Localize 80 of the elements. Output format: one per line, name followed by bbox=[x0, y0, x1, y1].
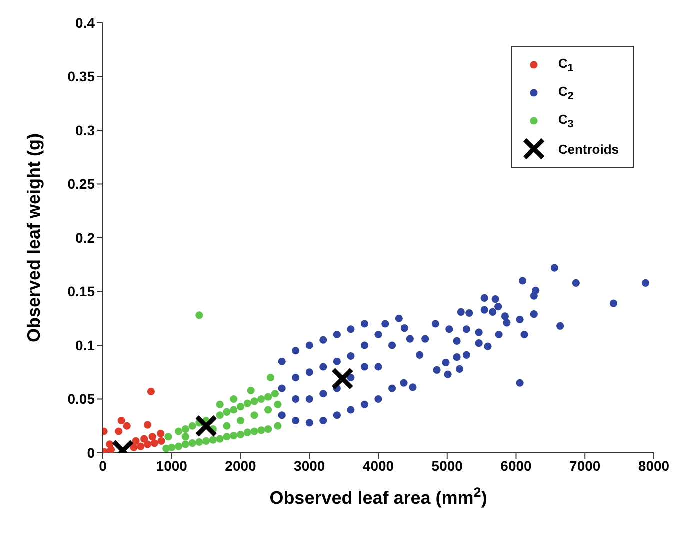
point bbox=[118, 416, 126, 425]
x-tick-label: 2000 bbox=[225, 458, 257, 474]
point bbox=[236, 430, 245, 439]
point bbox=[188, 440, 196, 448]
point bbox=[250, 412, 258, 420]
point bbox=[132, 437, 140, 445]
point bbox=[157, 430, 165, 438]
point bbox=[244, 428, 252, 436]
x-tick-label: 3000 bbox=[294, 458, 326, 474]
point bbox=[230, 406, 238, 414]
legend-label: C$_{3}$ bbox=[558, 112, 574, 130]
y-tick-label: 0.2 bbox=[76, 230, 96, 246]
point bbox=[196, 438, 204, 446]
legend-label: C$_{2}$ bbox=[558, 84, 574, 102]
x-tick-label: 0 bbox=[99, 458, 108, 474]
point bbox=[209, 436, 217, 444]
point bbox=[266, 374, 275, 382]
y-tick-label: 0.35 bbox=[68, 68, 96, 85]
point bbox=[164, 433, 172, 441]
x-tick-label: 7000 bbox=[570, 458, 601, 474]
point bbox=[236, 416, 245, 425]
point bbox=[223, 422, 231, 430]
point bbox=[174, 442, 183, 450]
point bbox=[188, 422, 196, 430]
point bbox=[144, 440, 152, 448]
point bbox=[216, 412, 224, 420]
y-tick-label: 0.1 bbox=[76, 337, 96, 354]
point bbox=[148, 433, 156, 441]
x-tick-label: 4000 bbox=[362, 458, 394, 474]
point bbox=[168, 444, 176, 452]
x-axis-title: Observed leaf area (mm$^{2}$) bbox=[270, 484, 488, 508]
point bbox=[247, 386, 255, 394]
point bbox=[147, 388, 156, 396]
point bbox=[216, 400, 224, 408]
point bbox=[236, 402, 245, 411]
point bbox=[140, 435, 148, 443]
point bbox=[158, 437, 166, 445]
y-tick-label: 0.05 bbox=[68, 391, 96, 408]
point bbox=[195, 414, 218, 438]
y-tick-label: 0.15 bbox=[68, 284, 96, 300]
point bbox=[106, 440, 114, 448]
point bbox=[174, 428, 183, 436]
point bbox=[115, 428, 123, 436]
y-tick-label: 0 bbox=[87, 444, 96, 461]
point bbox=[137, 442, 145, 450]
point bbox=[182, 433, 190, 441]
point bbox=[264, 393, 272, 401]
point bbox=[331, 368, 354, 390]
point bbox=[223, 433, 231, 441]
point bbox=[258, 395, 266, 404]
point bbox=[258, 426, 266, 434]
point bbox=[150, 440, 158, 448]
x-tick-label: 8000 bbox=[638, 458, 670, 474]
point bbox=[202, 437, 210, 445]
point bbox=[182, 426, 190, 434]
point bbox=[123, 422, 131, 430]
point bbox=[216, 435, 224, 443]
point bbox=[271, 390, 279, 398]
x-tick-label: 6000 bbox=[500, 458, 532, 474]
point bbox=[264, 406, 272, 414]
point bbox=[223, 408, 231, 416]
point bbox=[250, 428, 258, 436]
point bbox=[274, 400, 282, 408]
point bbox=[244, 400, 252, 408]
point bbox=[230, 432, 238, 440]
point bbox=[196, 312, 204, 320]
y-tick-label: 0.4 bbox=[76, 14, 96, 31]
y-tick-label: 0.25 bbox=[68, 176, 96, 192]
point bbox=[182, 440, 190, 448]
point bbox=[264, 426, 272, 434]
legend-label: C$_{1}$ bbox=[558, 56, 574, 74]
point bbox=[250, 398, 258, 406]
point bbox=[230, 395, 238, 404]
point bbox=[274, 422, 282, 430]
legend-label: Centroids bbox=[558, 142, 619, 156]
x-tick-label: 1000 bbox=[156, 458, 188, 474]
x-tick-label: 5000 bbox=[432, 458, 464, 474]
y-tick-label: 0.3 bbox=[76, 122, 96, 138]
point bbox=[144, 421, 152, 429]
y-axis-title: Observed leaf weight (g) bbox=[24, 133, 44, 343]
